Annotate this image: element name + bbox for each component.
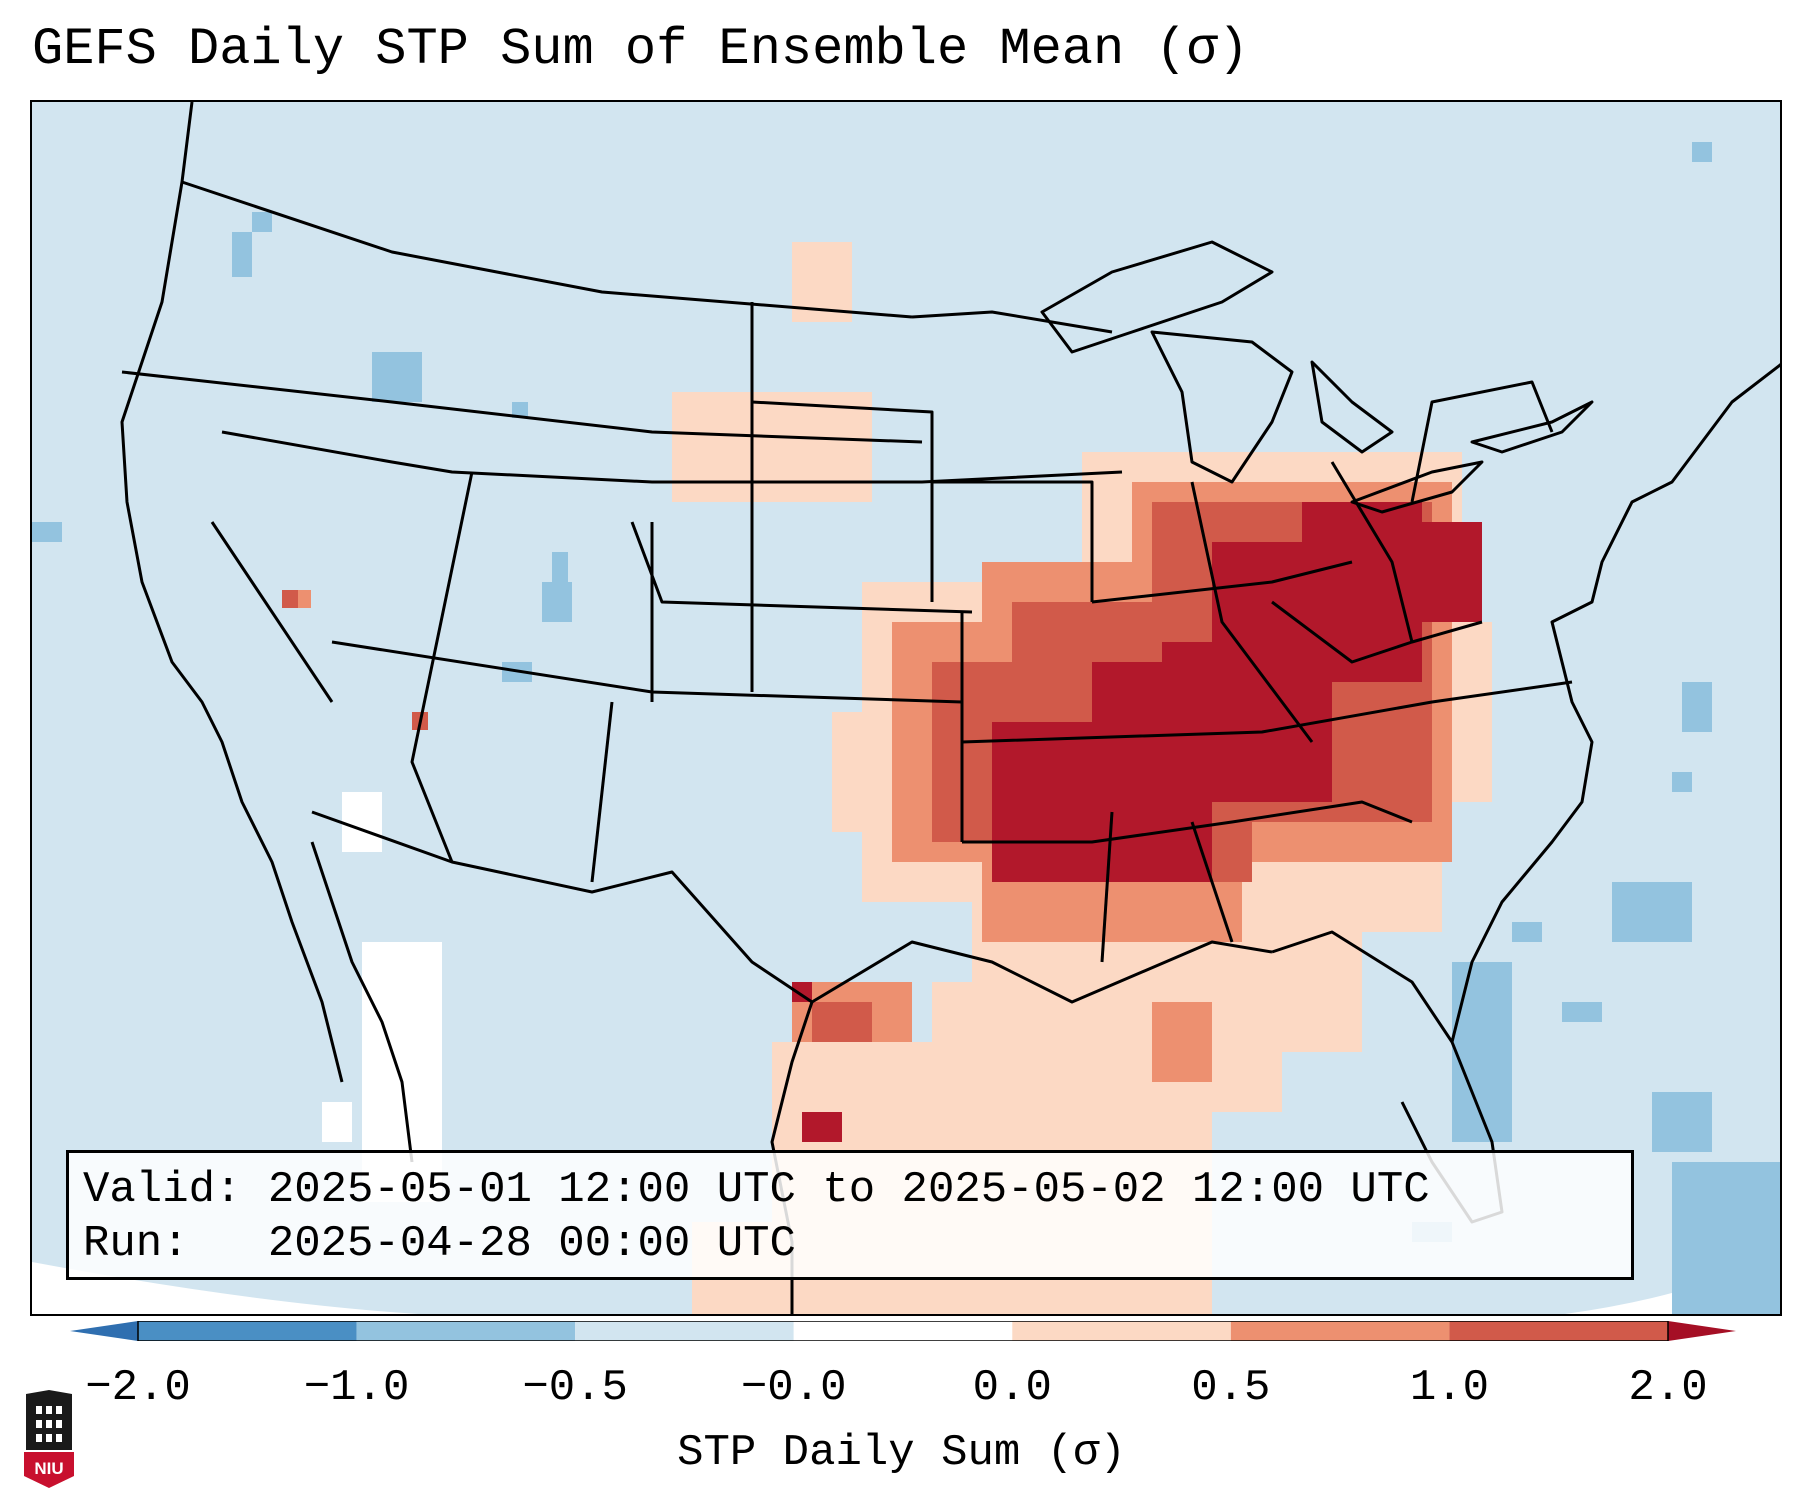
colorbar-tick-label: −0.0 xyxy=(740,1363,847,1413)
map-panel xyxy=(30,100,1782,1316)
colorbar-segment xyxy=(356,1321,576,1341)
colorbar-label: STP Daily Sum (σ) xyxy=(677,1428,1126,1478)
colorbar-segment xyxy=(793,1321,1013,1341)
valid-value: 2025-05-01 12:00 UTC to 2025-05-02 12:00… xyxy=(267,1165,1430,1215)
colorbar-extend-low xyxy=(70,1321,138,1341)
logo-text: NIU xyxy=(34,1459,63,1478)
colorbar-segments xyxy=(138,1321,1668,1341)
colorbar-tick-label: −1.0 xyxy=(303,1363,410,1413)
run-label: Run: xyxy=(83,1219,189,1269)
niu-logo: NIU xyxy=(24,1390,74,1488)
valid-run-info-box: Valid: 2025-05-01 12:00 UTC to 2025-05-0… xyxy=(66,1150,1634,1280)
valid-row: Valid: 2025-05-01 12:00 UTC to 2025-05-0… xyxy=(83,1163,1617,1217)
run-row: Run: 2025-04-28 00:00 UTC xyxy=(83,1217,1617,1271)
logo-shield xyxy=(24,1452,74,1488)
colorbar-segment xyxy=(1230,1321,1450,1341)
colorbar xyxy=(70,1321,1736,1341)
borders xyxy=(120,102,1780,1314)
valid-label: Valid: xyxy=(83,1165,242,1215)
colorbar-tick-label: 1.0 xyxy=(1409,1363,1490,1413)
colorbar-extend-high xyxy=(1668,1321,1736,1341)
map-title: GEFS Daily STP Sum of Ensemble Mean (σ) xyxy=(32,20,1249,79)
colorbar-segment xyxy=(1449,1321,1668,1341)
colorbar-tick-label: 0.5 xyxy=(1191,1363,1271,1413)
colorbar-segment xyxy=(1012,1321,1231,1341)
colorbar-tick-label: −0.5 xyxy=(522,1363,628,1413)
map-canvas xyxy=(32,102,1780,1314)
colorbar-tick-label: 0.0 xyxy=(972,1363,1052,1413)
colorbar-tick-label: 2.0 xyxy=(1628,1363,1708,1413)
colorbar-segment xyxy=(575,1321,794,1341)
logo-windows xyxy=(36,1406,62,1442)
colorbar-segment xyxy=(138,1321,357,1341)
run-value: 2025-04-28 00:00 UTC xyxy=(267,1219,796,1269)
colorbar-tick-label: −2.0 xyxy=(85,1363,191,1413)
map-edge xyxy=(32,1262,419,1314)
colorbar-frame xyxy=(137,1321,1669,1341)
